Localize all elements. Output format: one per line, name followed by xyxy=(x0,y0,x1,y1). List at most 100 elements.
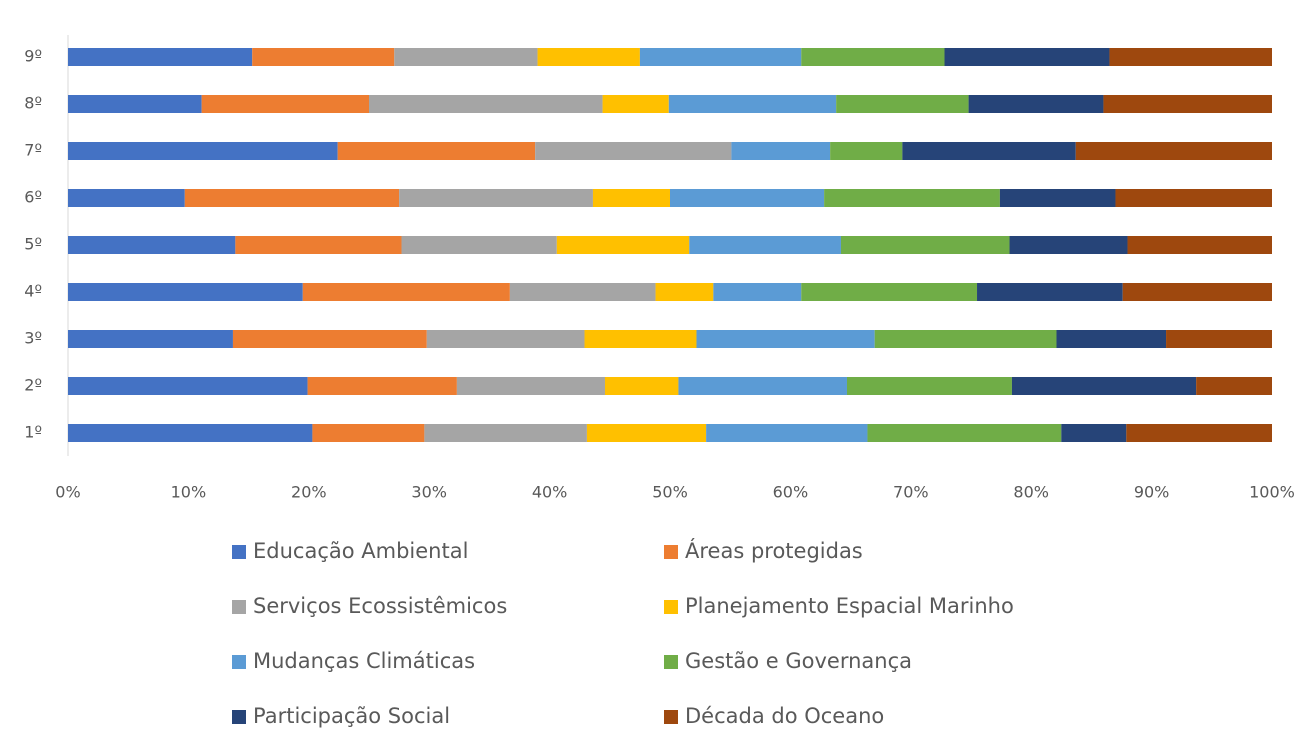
bar-segment xyxy=(801,48,945,66)
bar-segment xyxy=(302,283,510,301)
bar-segment xyxy=(639,48,802,66)
x-tick-label: 10% xyxy=(171,483,207,502)
bar-segment xyxy=(874,330,1057,348)
y-tick-label: 2º xyxy=(24,376,42,395)
bar-segment xyxy=(399,189,593,207)
bar-segment xyxy=(602,95,669,113)
bar-segment xyxy=(426,330,585,348)
legend-swatch xyxy=(664,655,678,669)
bar-segment xyxy=(668,95,837,113)
legend-swatch xyxy=(664,545,678,559)
bar-segment xyxy=(68,142,338,160)
bar-segment xyxy=(731,142,831,160)
bar-segment xyxy=(68,48,253,66)
bar-segment xyxy=(184,189,400,207)
y-tick-label: 4º xyxy=(24,282,42,301)
bar-segment xyxy=(1009,236,1128,254)
bar-segment xyxy=(401,236,557,254)
y-tick-label: 3º xyxy=(24,329,42,348)
bar-segment xyxy=(867,424,1062,442)
x-tick-label: 40% xyxy=(532,483,568,502)
x-tick-label: 80% xyxy=(1013,483,1049,502)
legend-label: Planejamento Espacial Marinho xyxy=(685,594,1014,618)
x-tick-label: 70% xyxy=(893,483,929,502)
bar-segment xyxy=(696,330,875,348)
bar-segment xyxy=(670,189,825,207)
bar-segment xyxy=(824,189,1000,207)
bar-segment xyxy=(509,283,656,301)
bar-segment xyxy=(840,236,1010,254)
legend-label: Gestão e Governança xyxy=(685,649,912,673)
bar-segment xyxy=(604,377,679,395)
x-tick-label: 0% xyxy=(55,483,80,502)
bar-segment xyxy=(456,377,605,395)
bar-segment xyxy=(537,48,640,66)
legend-label: Serviços Ecossistêmicos xyxy=(253,594,507,618)
bar-segment xyxy=(902,142,1076,160)
bar-segment xyxy=(68,236,236,254)
bar-segment xyxy=(689,236,841,254)
bar-segment xyxy=(1122,283,1272,301)
y-tick-label: 1º xyxy=(24,423,42,442)
legend-swatch xyxy=(232,545,246,559)
legend-label: Participação Social xyxy=(253,704,450,728)
bar-segment xyxy=(1196,377,1272,395)
bar-segment xyxy=(1109,48,1272,66)
bar-segment xyxy=(655,283,714,301)
bar-segment xyxy=(678,377,847,395)
bar-segment xyxy=(68,95,202,113)
y-tick-label: 6º xyxy=(24,188,42,207)
bar-segment xyxy=(706,424,868,442)
y-tick-label: 7º xyxy=(24,141,42,160)
bar-segment xyxy=(944,48,1110,66)
bar-segment xyxy=(1075,142,1272,160)
y-tick-label: 5º xyxy=(24,235,42,254)
y-tick-label: 8º xyxy=(24,94,42,113)
x-tick-label: 100% xyxy=(1249,483,1295,502)
legend-swatch xyxy=(232,710,246,724)
bar-segment xyxy=(713,283,802,301)
bar-segment xyxy=(1166,330,1272,348)
bar-segment xyxy=(201,95,369,113)
bar-segment xyxy=(394,48,538,66)
bar-segment xyxy=(846,377,1012,395)
bar-segment xyxy=(1115,189,1272,207)
bar-segment xyxy=(801,283,978,301)
bar-segment xyxy=(968,95,1104,113)
legend-label: Educação Ambiental xyxy=(253,539,468,563)
bar-segment xyxy=(584,330,697,348)
x-tick-label: 90% xyxy=(1134,483,1170,502)
bar-segment xyxy=(312,424,425,442)
bar-segment xyxy=(68,424,313,442)
legend-label: Mudanças Climáticas xyxy=(253,649,475,673)
legend-swatch xyxy=(664,710,678,724)
bar-segment xyxy=(1056,330,1167,348)
bar-segment xyxy=(836,95,969,113)
bar-segment xyxy=(337,142,536,160)
bar-segment xyxy=(369,95,603,113)
bar-segment xyxy=(556,236,690,254)
bar-segment xyxy=(1011,377,1197,395)
bar-segment xyxy=(592,189,670,207)
legend-swatch xyxy=(232,600,246,614)
bar-segment xyxy=(1103,95,1272,113)
bar-segment xyxy=(586,424,707,442)
bar-segment xyxy=(68,377,308,395)
bar-segment xyxy=(68,330,233,348)
bar-segment xyxy=(1061,424,1127,442)
bar-segment xyxy=(232,330,427,348)
bar-segment xyxy=(307,377,457,395)
bar-segment xyxy=(424,424,587,442)
bar-segment xyxy=(235,236,402,254)
bar-segment xyxy=(1127,236,1272,254)
bar-segment xyxy=(830,142,903,160)
legend-label: Década do Oceano xyxy=(685,704,884,728)
bar-segment xyxy=(977,283,1123,301)
y-tick-label: 9º xyxy=(24,47,42,66)
bar-segment xyxy=(68,189,185,207)
bar-segment xyxy=(68,283,303,301)
legend-swatch xyxy=(232,655,246,669)
legend-swatch xyxy=(664,600,678,614)
x-tick-label: 50% xyxy=(652,483,688,502)
